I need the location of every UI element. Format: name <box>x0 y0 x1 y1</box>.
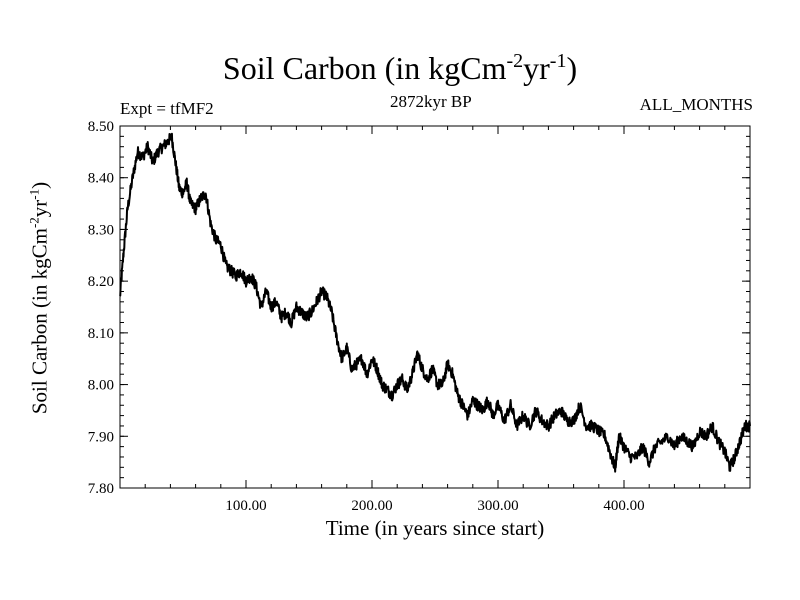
y-tick-label: 8.30 <box>88 222 114 238</box>
experiment-label: Expt = tfMF2 <box>120 99 214 118</box>
series-line <box>119 132 751 473</box>
chart-title: Soil Carbon (in kgCm-2yr-1) <box>222 50 578 86</box>
y-tick-label: 7.80 <box>88 481 114 497</box>
y-tick-label: 8.00 <box>88 378 114 394</box>
chart-subtitle: 2872kyr BP <box>390 92 472 111</box>
plot-frame <box>119 125 751 489</box>
x-tick-label: 300.00 <box>477 498 518 514</box>
x-tick-label: 200.00 <box>351 498 392 514</box>
x-tick-label: 400.00 <box>603 498 644 514</box>
x-axis-label: Time (in years since start) <box>325 516 545 540</box>
y-tick-label: 8.10 <box>88 326 114 342</box>
x-tick-label: 100.00 <box>225 498 266 514</box>
period-label: ALL_MONTHS <box>639 95 753 114</box>
y-tick-label: 8.50 <box>88 119 114 135</box>
y-tick-label: 7.90 <box>88 429 114 445</box>
y-tick-label: 8.20 <box>88 274 114 290</box>
y-tick-label: 8.40 <box>88 171 114 187</box>
